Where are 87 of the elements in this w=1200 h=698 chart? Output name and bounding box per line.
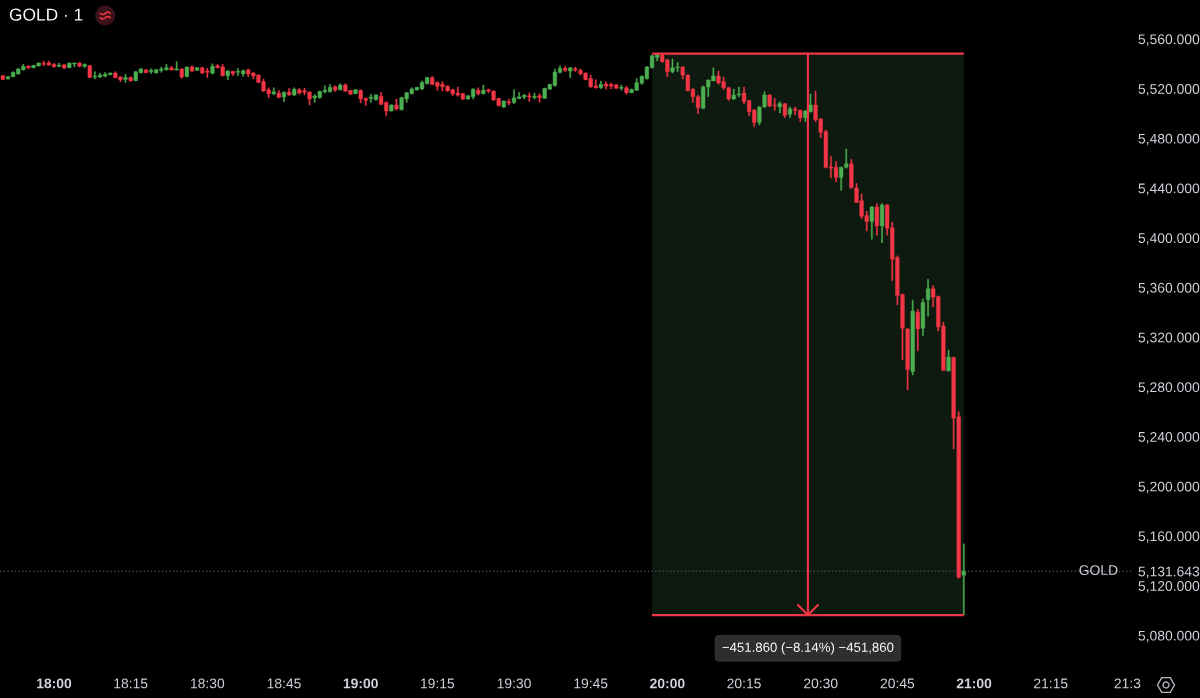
candlestick (230, 70, 235, 76)
y-tick-label: 5,320.000 (1138, 332, 1200, 345)
annotation: −451.860 (−8.14%) −451,860 (722, 642, 894, 655)
x-tick-label: 20:30 (804, 678, 838, 689)
candlestick (184, 66, 189, 78)
y-tick-label: 5,360.000 (1138, 282, 1200, 295)
y-tick-label: 5,560.000 (1138, 34, 1200, 46)
candlestick (353, 89, 358, 95)
y-tick-label: 5,280.000 (1138, 382, 1200, 394)
y-tick-label: 5,131.643 (1138, 566, 1200, 579)
y-tick-label: 5,480.000 (1138, 133, 1200, 146)
x-tick-label: 20:00 (650, 678, 685, 689)
candlestick (506, 98, 511, 106)
candlestick (26, 65, 31, 70)
candlestick (476, 87, 481, 96)
candlestick (598, 80, 603, 89)
candlestick (481, 84, 486, 95)
candlestick (195, 67, 200, 71)
candlestick (568, 67, 573, 78)
candlestick (179, 68, 184, 79)
x-tick-label: 18:00 (37, 678, 72, 689)
candlestick (946, 349, 951, 372)
candlestick (143, 69, 149, 74)
x-tick-label: 18:30 (191, 678, 225, 689)
x-tick-label: 21:15 (1034, 678, 1068, 689)
candlestick (281, 91, 287, 102)
candlestick (777, 101, 782, 114)
candlestick (879, 203, 885, 244)
y-tick-label: 5,080.000 (1138, 630, 1200, 643)
candlestick (527, 92, 532, 102)
candlestick (925, 279, 931, 317)
x-tick-label: 19:15 (421, 678, 455, 689)
candlestick (189, 65, 195, 72)
candlestick (333, 85, 338, 92)
candlestick (920, 298, 926, 337)
y-tick-label: 5,520.000 (1138, 84, 1200, 96)
candlestick (62, 64, 67, 70)
candlestick (174, 61, 179, 71)
x-tick-label: 20:45 (880, 678, 915, 689)
chart-title: GOLD · 1 (9, 8, 83, 21)
x-tick-label: 18:45 (267, 678, 301, 689)
candlestick (874, 203, 880, 236)
candlestick (87, 64, 92, 78)
candlestick (803, 110, 808, 122)
candlestick (782, 102, 787, 118)
candlestick (77, 62, 82, 68)
y-tick-label: 5,160.000 (1138, 531, 1200, 543)
candlestick (808, 93, 813, 113)
x-tick-label: 18:15 (114, 678, 148, 689)
candlestick (619, 84, 624, 91)
candlestick (0, 74, 5, 81)
y-tick-label: 5,240.000 (1138, 431, 1200, 444)
candlestick (276, 90, 281, 99)
candlestick (128, 76, 133, 82)
candlestick (210, 63, 215, 75)
candlestick (169, 66, 174, 71)
candlestick (787, 106, 793, 118)
x-tick-label: 19:30 (497, 678, 531, 689)
y-tick-label: 5,440.000 (1138, 183, 1200, 195)
x-tick-label: 21:00 (956, 678, 992, 689)
x-tick-label: 19:00 (343, 678, 378, 689)
candlestick (915, 309, 920, 352)
candlestick (287, 88, 292, 96)
ref-line-label: GOLD (1079, 565, 1118, 575)
candlestick (225, 70, 230, 80)
candlestick (910, 299, 915, 376)
candlestick (961, 543, 966, 616)
y-tick-label: 5,120.000 (1138, 581, 1200, 593)
candlestick (537, 93, 542, 103)
candlestick (563, 66, 568, 72)
x-tick-label: 20:15 (727, 678, 761, 689)
candlestick (501, 100, 506, 108)
candlestick (271, 87, 276, 96)
candlestick (532, 92, 537, 100)
candlestick (338, 83, 343, 91)
candlestick (292, 87, 297, 96)
y-tick-label: 5,400.000 (1138, 233, 1200, 245)
candlestick (123, 74, 128, 83)
candlestick (57, 62, 62, 68)
x-tick-label: 19:45 (574, 678, 608, 689)
candlestick (389, 104, 394, 112)
candlestick (869, 206, 874, 240)
candlestick (624, 86, 629, 95)
candlestick (394, 98, 399, 111)
x-tick-label: 21:3 (1114, 678, 1141, 689)
candlestick (82, 63, 87, 68)
y-tick-label: 5,200.000 (1138, 481, 1200, 494)
